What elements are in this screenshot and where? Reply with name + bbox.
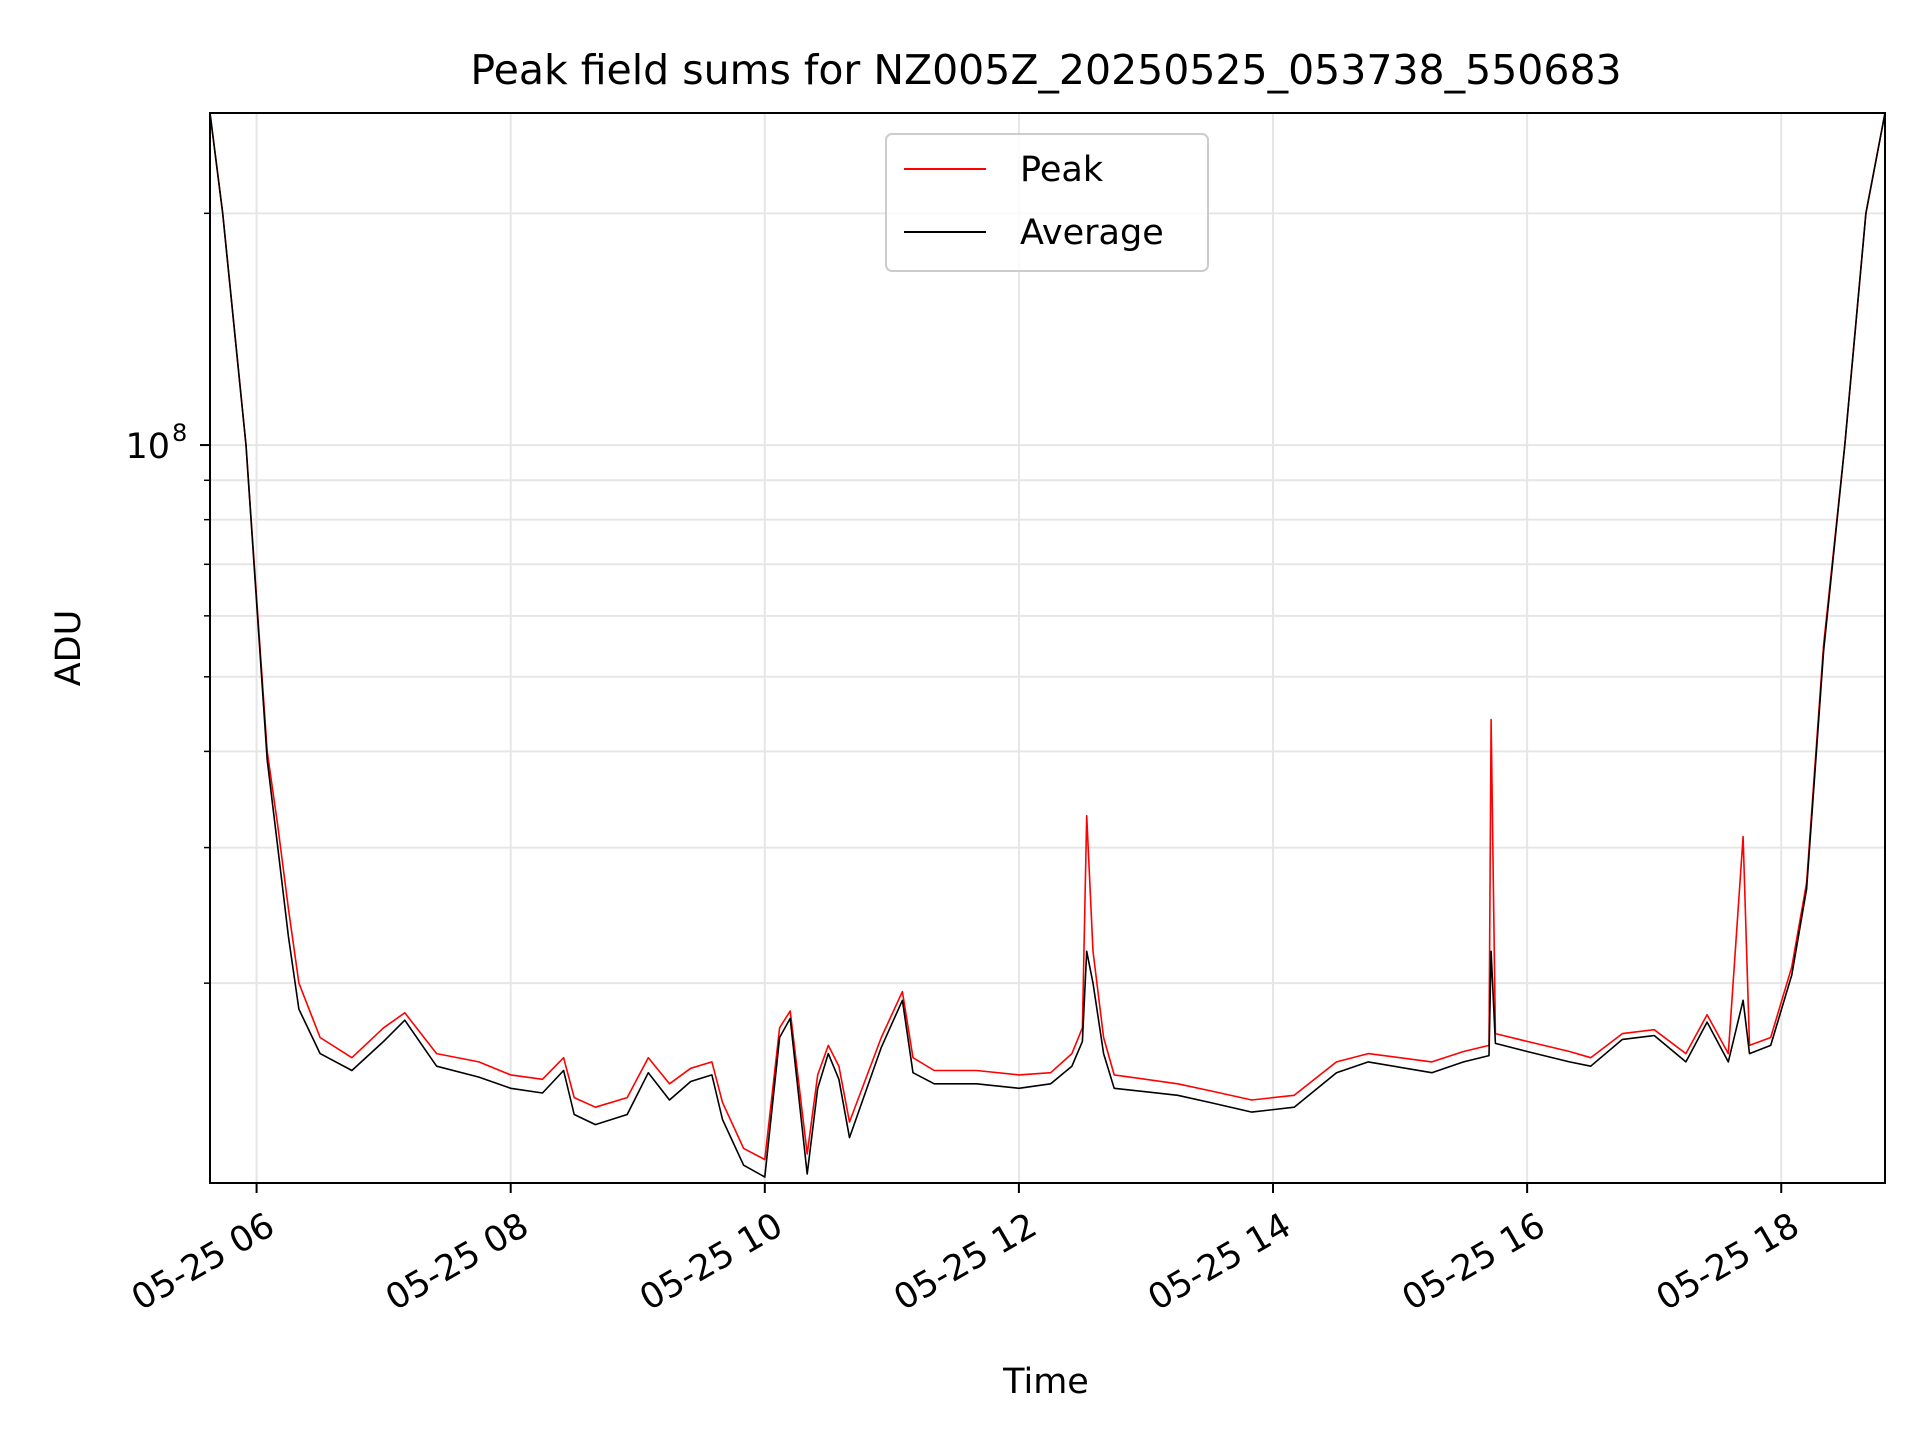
y-axis-label: ADU bbox=[49, 610, 89, 687]
series-line-average bbox=[209, 112, 1886, 1178]
grid bbox=[210, 113, 1885, 1183]
legend: Peak Average bbox=[885, 133, 1209, 272]
x-axis-label: Time bbox=[1002, 1362, 1089, 1402]
series-line-peak bbox=[209, 112, 1886, 1161]
y-tick-label: 10 bbox=[125, 427, 170, 467]
plot-frame bbox=[209, 112, 1886, 1184]
y-tick-label-exponent: 8 bbox=[172, 419, 187, 447]
legend-label-average: Average bbox=[1020, 213, 1164, 253]
legend-label-peak: Peak bbox=[1020, 150, 1104, 190]
chart-title: Peak field sums for NZ005Z_20250525_0537… bbox=[470, 46, 1621, 94]
series-layer bbox=[209, 112, 1886, 1178]
